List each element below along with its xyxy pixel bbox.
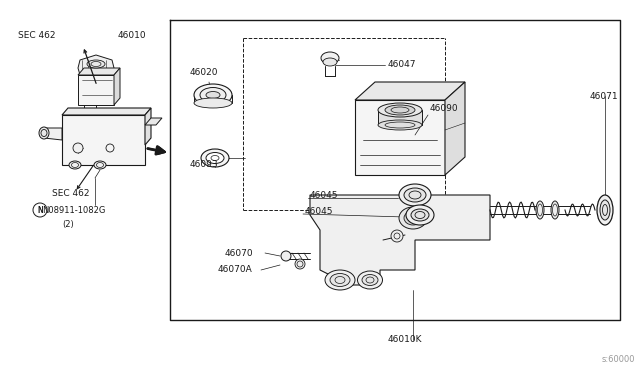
Polygon shape: [355, 82, 465, 100]
Ellipse shape: [39, 127, 49, 139]
Polygon shape: [114, 68, 120, 105]
Circle shape: [73, 143, 83, 153]
Ellipse shape: [194, 98, 232, 108]
Polygon shape: [78, 75, 114, 105]
Text: 46020: 46020: [190, 67, 218, 77]
Ellipse shape: [323, 58, 337, 66]
Text: 46093: 46093: [190, 160, 219, 169]
Text: 46010K: 46010K: [388, 336, 422, 344]
Ellipse shape: [411, 209, 429, 221]
Polygon shape: [355, 100, 445, 175]
Ellipse shape: [201, 149, 229, 167]
Circle shape: [391, 230, 403, 242]
Ellipse shape: [69, 161, 81, 169]
Polygon shape: [78, 55, 114, 75]
Ellipse shape: [378, 120, 422, 130]
Text: SEC 462: SEC 462: [52, 189, 90, 198]
Ellipse shape: [597, 195, 613, 225]
Circle shape: [281, 251, 291, 261]
Polygon shape: [145, 118, 162, 125]
Polygon shape: [445, 82, 465, 175]
Text: s:60000: s:60000: [602, 355, 635, 364]
Ellipse shape: [206, 153, 224, 164]
Ellipse shape: [385, 105, 415, 115]
Text: 46047: 46047: [388, 60, 417, 68]
Ellipse shape: [87, 60, 105, 68]
Text: SEC 462: SEC 462: [18, 31, 56, 39]
Ellipse shape: [206, 92, 220, 99]
Ellipse shape: [536, 201, 544, 219]
Ellipse shape: [200, 87, 226, 103]
Text: N08911-1082G: N08911-1082G: [42, 205, 106, 215]
Text: 46045: 46045: [310, 190, 339, 199]
Ellipse shape: [325, 270, 355, 290]
Text: 46070A: 46070A: [218, 266, 253, 275]
Text: 46090: 46090: [430, 103, 459, 112]
Polygon shape: [62, 108, 151, 115]
Text: N: N: [37, 205, 43, 215]
Text: 46010: 46010: [118, 31, 147, 39]
Ellipse shape: [362, 275, 378, 285]
Text: N: N: [37, 205, 43, 215]
Ellipse shape: [194, 84, 232, 106]
Text: 46045: 46045: [305, 206, 333, 215]
Ellipse shape: [406, 205, 434, 225]
Polygon shape: [145, 108, 151, 145]
Ellipse shape: [399, 207, 427, 229]
Ellipse shape: [358, 271, 383, 289]
Polygon shape: [44, 128, 62, 140]
Polygon shape: [62, 115, 145, 165]
Ellipse shape: [94, 161, 106, 169]
Ellipse shape: [321, 52, 339, 64]
Text: 46070: 46070: [225, 248, 253, 257]
Ellipse shape: [378, 103, 422, 117]
Polygon shape: [310, 195, 490, 285]
Ellipse shape: [330, 273, 350, 286]
Polygon shape: [78, 68, 120, 75]
Text: 46071: 46071: [590, 92, 619, 100]
Ellipse shape: [600, 200, 610, 220]
Ellipse shape: [404, 211, 422, 225]
Text: (2): (2): [62, 219, 74, 228]
Ellipse shape: [404, 188, 426, 202]
Polygon shape: [378, 110, 422, 125]
Ellipse shape: [551, 201, 559, 219]
Circle shape: [295, 259, 305, 269]
Ellipse shape: [399, 184, 431, 206]
